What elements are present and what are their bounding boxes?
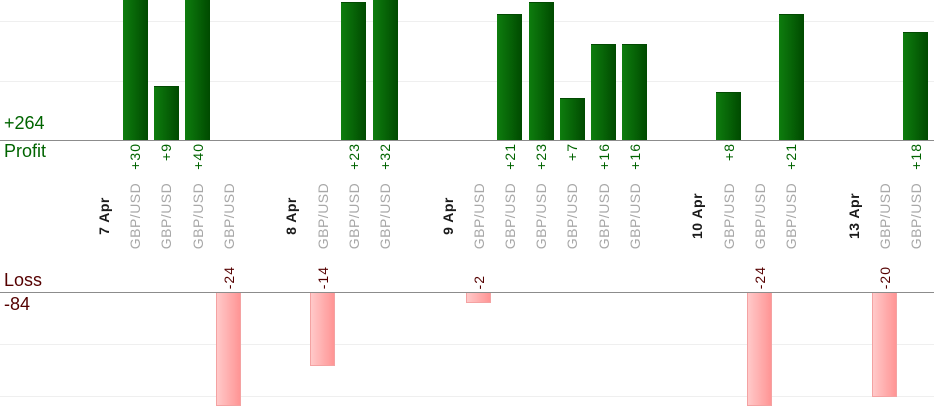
gridline (0, 344, 934, 345)
gridline (0, 396, 934, 397)
loss-axis-label: Loss (4, 270, 43, 290)
profit-bar (559, 98, 585, 140)
profit-bar (122, 0, 148, 140)
profit-value-label: +32 (377, 143, 394, 170)
loss-value-label: -14 (314, 265, 331, 289)
instrument-label: GBP/USD (533, 182, 550, 250)
profit-value-label: +23 (345, 143, 362, 170)
profit-value-label: +7 (564, 143, 581, 161)
loss-value-label: -20 (876, 265, 893, 289)
profit-value-label: +8 (720, 143, 737, 161)
profit-plot-area (0, 0, 934, 140)
instrument-label: GBP/USD (377, 182, 394, 250)
loss-plot-area (0, 293, 934, 406)
instrument-label: GBP/USD (158, 182, 175, 250)
profit-bar (185, 0, 211, 140)
loss-bar (872, 293, 898, 397)
instrument-label: GBP/USD (189, 182, 206, 250)
date-label: 7 Apr (96, 197, 112, 235)
profit-bar (903, 32, 929, 140)
profit-bar (372, 0, 398, 140)
date-label: 8 Apr (283, 197, 300, 235)
profit-value-label: +16 (595, 143, 612, 170)
profit-value-label: +30 (127, 143, 144, 170)
profit-value-label: +40 (189, 143, 206, 170)
profit-bar (153, 86, 179, 140)
loss-total: -84 (4, 294, 31, 314)
loss-bar (747, 293, 773, 406)
profit-bar (716, 92, 742, 140)
profit-value-label: +21 (501, 143, 518, 170)
loss-axis-line (0, 292, 934, 293)
gridline (0, 81, 934, 82)
loss-value-label: -2 (470, 274, 487, 289)
profit-value-label: +23 (533, 143, 550, 170)
profit-axis-line (0, 140, 934, 141)
instrument-label: GBP/USD (127, 182, 144, 250)
instrument-label: GBP/USD (345, 182, 362, 250)
instrument-label: GBP/USD (564, 182, 581, 250)
date-label: 9 Apr (439, 197, 456, 235)
loss-bar (466, 293, 492, 304)
profit-bar (341, 2, 367, 140)
instrument-label: GBP/USD (595, 182, 612, 250)
instrument-label: GBP/USD (314, 182, 331, 250)
instrument-label: GBP/USD (876, 182, 893, 250)
instrument-label: GBP/USD (220, 182, 237, 250)
profit-value-label: +9 (158, 143, 175, 161)
profit-axis-label: Profit (4, 141, 47, 161)
instrument-label: GBP/USD (501, 182, 518, 250)
date-label: 10 Apr (689, 192, 706, 240)
loss-value-label: -24 (220, 265, 237, 289)
gridline (0, 21, 934, 22)
profit-value-label: +16 (626, 143, 643, 170)
instrument-label: GBP/USD (470, 182, 487, 250)
profit-bar (591, 44, 617, 140)
instrument-label: GBP/USD (626, 182, 643, 250)
profit-bar (497, 14, 523, 140)
instrument-label: GBP/USD (783, 182, 800, 250)
date-label: 13 Apr (845, 192, 862, 240)
instrument-label: GBP/USD (907, 182, 924, 250)
profit-bar (778, 14, 804, 140)
instrument-label: GBP/USD (720, 182, 737, 250)
instrument-label: GBP/USD (751, 182, 768, 250)
profit-total: +264 (4, 113, 45, 133)
profit-bar (622, 44, 648, 140)
profit-value-label: +21 (783, 143, 800, 170)
profit-value-label: +18 (907, 143, 924, 170)
loss-bar (216, 293, 242, 406)
loss-value-label: -24 (751, 265, 768, 289)
loss-bar (310, 293, 336, 366)
profit-bar (528, 2, 554, 140)
